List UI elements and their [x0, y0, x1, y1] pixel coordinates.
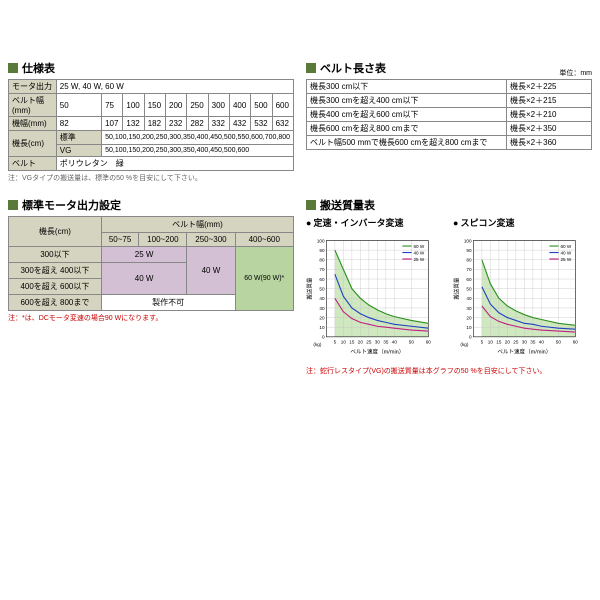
svg-text:40: 40	[539, 339, 545, 344]
svg-text:10: 10	[341, 339, 347, 344]
svg-text:ベルト速度（m/min）: ベルト速度（m/min）	[350, 348, 404, 356]
svg-text:40 W: 40 W	[413, 250, 424, 255]
svg-text:10: 10	[466, 325, 472, 330]
svg-text:40 W: 40 W	[560, 250, 571, 255]
svg-text:80: 80	[319, 258, 325, 263]
svg-text:60 W: 60 W	[413, 244, 424, 249]
svg-text:90: 90	[466, 248, 472, 253]
chart1-title: 定速・インバータ変速	[306, 216, 445, 229]
svg-text:50: 50	[409, 339, 415, 344]
svg-text:30: 30	[522, 339, 528, 344]
svg-text:60 W: 60 W	[560, 244, 571, 249]
charts-note: 注：蛇行レスタイプ(VG)の搬送質量は本グラフの50 %を目安にして下さい。	[306, 366, 592, 376]
svg-text:50: 50	[466, 287, 472, 292]
svg-text:90: 90	[319, 248, 325, 253]
svg-text:ベルト速度（m/min）: ベルト速度（m/min）	[497, 348, 551, 356]
svg-text:80: 80	[466, 258, 472, 263]
svg-text:20: 20	[505, 339, 511, 344]
svg-text:35: 35	[530, 339, 536, 344]
charts-title: 搬送質量表	[306, 197, 592, 213]
motor-title: 標準モータ出力設定	[8, 197, 294, 213]
motor-note: 注：*は、DCモータ変速の場合90 Wになります。	[8, 313, 294, 323]
svg-text:40: 40	[319, 296, 325, 301]
svg-text:(kg): (kg)	[460, 342, 468, 347]
svg-text:35: 35	[383, 339, 389, 344]
svg-text:25 W: 25 W	[413, 257, 424, 262]
svg-text:5: 5	[334, 339, 337, 344]
svg-text:10: 10	[319, 325, 325, 330]
svg-text:30: 30	[375, 339, 381, 344]
svg-text:60: 60	[466, 277, 472, 282]
svg-text:50: 50	[319, 287, 325, 292]
chart2: 0102030405060708090100510152025303540506…	[453, 232, 592, 362]
svg-text:40: 40	[466, 296, 472, 301]
svg-text:25: 25	[366, 339, 372, 344]
chart1: 0102030405060708090100510152025303540506…	[306, 232, 445, 362]
belt-title: ベルト長さ表	[306, 60, 386, 76]
svg-text:(kg): (kg)	[313, 342, 321, 347]
motor-table: 機長(cm)ベルト幅(mm) 50~75100~200250~300400~60…	[8, 216, 294, 311]
svg-text:60: 60	[426, 339, 432, 344]
spec-note: 注：VGタイプの搬送量は、標準の50 %を目安にして下さい。	[8, 173, 294, 183]
svg-text:100: 100	[464, 238, 472, 243]
svg-text:搬送質量: 搬送質量	[306, 277, 314, 300]
svg-text:70: 70	[466, 267, 472, 272]
belt-unit: 単位：mm	[559, 68, 592, 78]
svg-text:60: 60	[573, 339, 579, 344]
svg-text:25 W: 25 W	[560, 257, 571, 262]
svg-text:0: 0	[322, 335, 325, 340]
svg-text:5: 5	[481, 339, 484, 344]
svg-text:40: 40	[392, 339, 398, 344]
svg-text:20: 20	[319, 315, 325, 320]
svg-text:30: 30	[466, 306, 472, 311]
svg-text:25: 25	[513, 339, 519, 344]
svg-text:70: 70	[319, 267, 325, 272]
chart2-title: スピコン変速	[453, 216, 592, 229]
svg-text:10: 10	[488, 339, 494, 344]
spec-table: モータ出力25 W, 40 W, 60 W ベルト幅(mm)5075100150…	[8, 79, 294, 171]
svg-text:30: 30	[319, 306, 325, 311]
svg-text:60: 60	[319, 277, 325, 282]
svg-text:50: 50	[556, 339, 562, 344]
svg-text:15: 15	[496, 339, 502, 344]
svg-text:15: 15	[349, 339, 355, 344]
svg-text:20: 20	[358, 339, 364, 344]
svg-text:100: 100	[317, 238, 325, 243]
svg-text:搬送質量: 搬送質量	[453, 277, 461, 300]
svg-text:20: 20	[466, 315, 472, 320]
spec-title: 仕様表	[8, 60, 294, 76]
svg-text:0: 0	[469, 335, 472, 340]
belt-length-table: 機長300 cm以下機長×2＋225機長300 cmを超え400 cm以下機長×…	[306, 79, 592, 150]
